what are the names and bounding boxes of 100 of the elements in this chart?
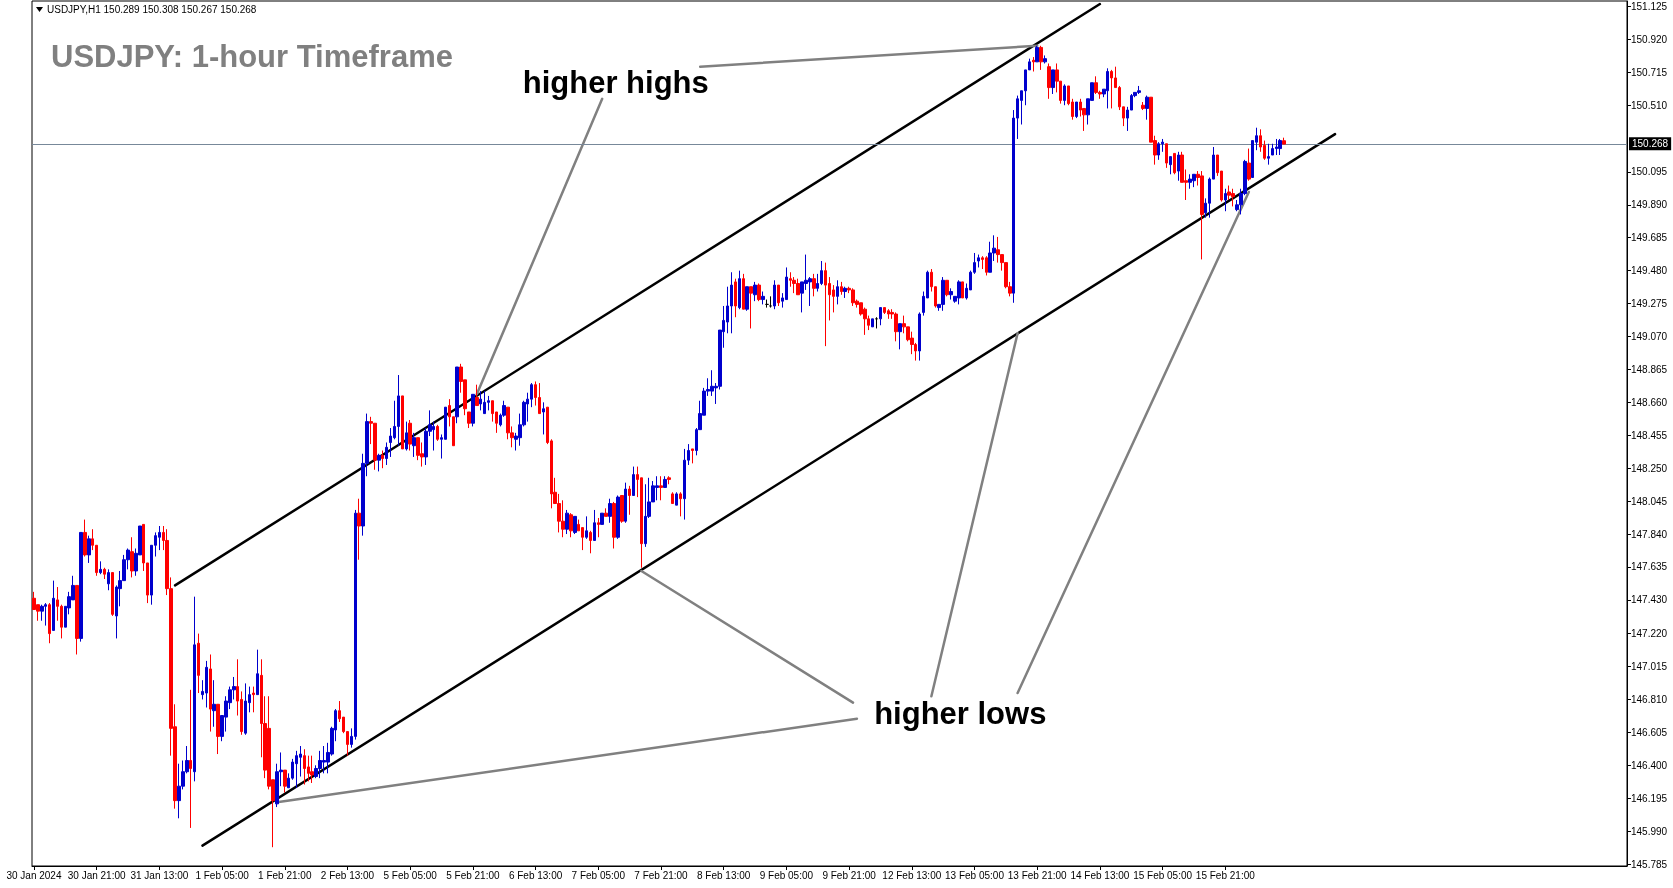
y-tick-label: 149.070 (1631, 331, 1668, 342)
candlestick (742, 273, 745, 310)
x-tick-label: 15 Feb 05:00 (1133, 869, 1193, 881)
x-tick-label: 13 Feb 05:00 (945, 869, 1005, 881)
candlestick (585, 515, 588, 540)
candlestick (1043, 54, 1047, 64)
candlestick (252, 686, 255, 713)
y-tick-label: 147.635 (1631, 561, 1668, 573)
y-tick-label: 149.685 (1631, 232, 1668, 244)
candlestick (600, 512, 604, 525)
candlestick (589, 530, 592, 554)
candlestick (542, 401, 545, 435)
y-tick-label: 148.865 (1631, 363, 1668, 375)
y-tick-label: 147.840 (1631, 528, 1668, 540)
candlestick (377, 453, 381, 472)
candlestick (851, 287, 855, 307)
candlestick (83, 519, 87, 558)
x-tick-label: 5 Feb 05:00 (383, 869, 438, 881)
candlestick (655, 475, 659, 501)
x-tick-label: 1 Feb 21:00 (258, 869, 312, 881)
candlestick (1278, 138, 1282, 156)
y-tick-label: 148.455 (1631, 429, 1668, 441)
candlestick (177, 763, 181, 819)
candlestick (777, 284, 780, 307)
candlestick (467, 411, 471, 429)
y-tick-label: 150.510 (1631, 99, 1668, 111)
y-tick-label: 148.660 (1631, 396, 1668, 408)
candlestick (628, 485, 631, 516)
candlestick (773, 279, 776, 310)
y-tick-label: 150.715 (1631, 66, 1668, 78)
candlestick (679, 491, 682, 517)
candlestick (107, 568, 110, 591)
candlestick (597, 517, 600, 538)
y-tick-label: 145.990 (1631, 825, 1668, 837)
candlestick (1075, 101, 1078, 119)
candlestick (1165, 143, 1168, 169)
candlestick (205, 660, 208, 708)
candlestick (244, 682, 247, 736)
candlestick (738, 270, 741, 310)
y-tick-label: 147.015 (1631, 661, 1668, 673)
candlestick (977, 254, 980, 268)
y-tick-label: 148.250 (1631, 462, 1668, 474)
candlestick (381, 450, 384, 469)
x-tick-label: 8 Feb 13:00 (697, 869, 751, 881)
candlestick (887, 308, 890, 320)
candlestick (487, 395, 490, 411)
candlestick (303, 748, 306, 786)
candlestick (357, 498, 361, 561)
candlestick (632, 466, 635, 496)
y-tick-label: 148.045 (1631, 495, 1668, 507)
candlestick (620, 494, 624, 524)
candlestick (1094, 75, 1098, 95)
candlestick (318, 750, 322, 779)
x-tick-label: 7 Feb 21:00 (634, 869, 689, 881)
candlestick (295, 750, 298, 789)
candlestick (385, 441, 388, 466)
candlestick (1188, 173, 1192, 190)
candlestick (283, 769, 287, 794)
candlestick (949, 287, 953, 301)
y-tick-label: 146.605 (1631, 726, 1668, 738)
x-tick-label: 15 Feb 21:00 (1195, 869, 1256, 881)
candlestick (103, 567, 106, 580)
text: USDJPY: 1-hour Timeframe (51, 39, 453, 74)
candlestick (624, 482, 627, 524)
candlestick (1173, 152, 1176, 175)
y-tick-label: 149.480 (1631, 265, 1668, 277)
candlestick (52, 580, 55, 631)
candlestick (397, 374, 400, 447)
candlestick (898, 323, 902, 350)
x-tick-label: 6 Feb 13:00 (508, 869, 563, 881)
candlestick (1141, 101, 1145, 111)
candlestick (405, 421, 408, 452)
x-tick-label: 9 Feb 05:00 (759, 869, 814, 881)
candlestick (565, 509, 569, 535)
candlestick (1106, 67, 1109, 109)
candlestick (749, 286, 753, 329)
candlestick (663, 475, 667, 488)
candlestick (691, 448, 694, 464)
x-tick-label: 30 Jan 2024 (6, 869, 62, 881)
candlestick (256, 649, 259, 696)
candlestick (197, 633, 200, 694)
candlestick (412, 432, 416, 458)
candlestick (671, 491, 674, 505)
candlestick (1110, 69, 1113, 109)
y-tick-label: 150.920 (1631, 33, 1668, 45)
candlestick (616, 494, 620, 540)
candlestick (734, 278, 737, 318)
candlestick (209, 653, 212, 733)
x-tick-label: 9 Feb 21:00 (822, 869, 877, 881)
candlestick (675, 491, 678, 506)
candlestick (75, 584, 79, 655)
candlestick (883, 307, 886, 315)
candlestick (189, 689, 192, 829)
candlestick (1137, 85, 1141, 95)
x-tick-label: 13 Feb 21:00 (1007, 869, 1068, 881)
candlestick (961, 281, 964, 299)
candlestick (840, 281, 843, 296)
candlestick (792, 276, 796, 294)
y-tick-label: 149.890 (1631, 199, 1668, 211)
candlestick (1035, 45, 1039, 63)
